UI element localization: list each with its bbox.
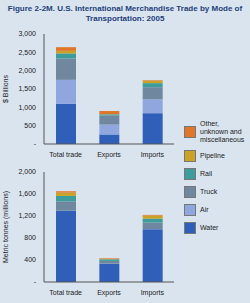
- svg-text:Total trade: Total trade: [49, 151, 82, 158]
- svg-text:1,600: 1,600: [18, 190, 36, 197]
- svg-text:Imports: Imports: [141, 151, 165, 159]
- html-text:Figure 2-2M. U.S. Internationa: Figure 2-2M. U.S. International Merchand…: [7, 4, 243, 23]
- svg-text:Imports: Imports: [141, 289, 165, 297]
- svg-text:Total trade: Total trade: [49, 289, 82, 296]
- svg-text:800: 800: [24, 234, 36, 241]
- svg-text:400: 400: [24, 256, 36, 263]
- html-text:Water: Water: [200, 224, 219, 231]
- svg-text:Exports: Exports: [97, 151, 121, 159]
- html-text:Truck: Truck: [200, 188, 218, 195]
- svg-text:$ Billions: $ Billions: [8, 74, 9, 103]
- svg-text:1,500: 1,500: [18, 85, 36, 92]
- svg-text:Metric tonnes (millions): Metric tonnes (millions): [8, 191, 10, 263]
- svg-text:-: -: [34, 278, 37, 285]
- svg-text:-: -: [34, 140, 37, 147]
- svg-text:1,200: 1,200: [18, 212, 36, 219]
- svg-text:2,000: 2,000: [18, 67, 36, 74]
- svg-text:500: 500: [24, 122, 36, 129]
- html-text:Pipeline: Pipeline: [200, 152, 225, 159]
- svg-text:2,000: 2,000: [18, 168, 36, 175]
- html-text:Other, unknown and miscellaneo: Other, unknown and miscellaneous: [200, 120, 245, 143]
- svg-text:2,500: 2,500: [18, 49, 36, 56]
- html-text:Rail: Rail: [200, 170, 213, 177]
- svg-text:3,000: 3,000: [18, 30, 36, 37]
- svg-text:1,000: 1,000: [18, 104, 36, 111]
- svg-text:Exports: Exports: [97, 289, 121, 297]
- html-text:Air: Air: [200, 206, 209, 213]
